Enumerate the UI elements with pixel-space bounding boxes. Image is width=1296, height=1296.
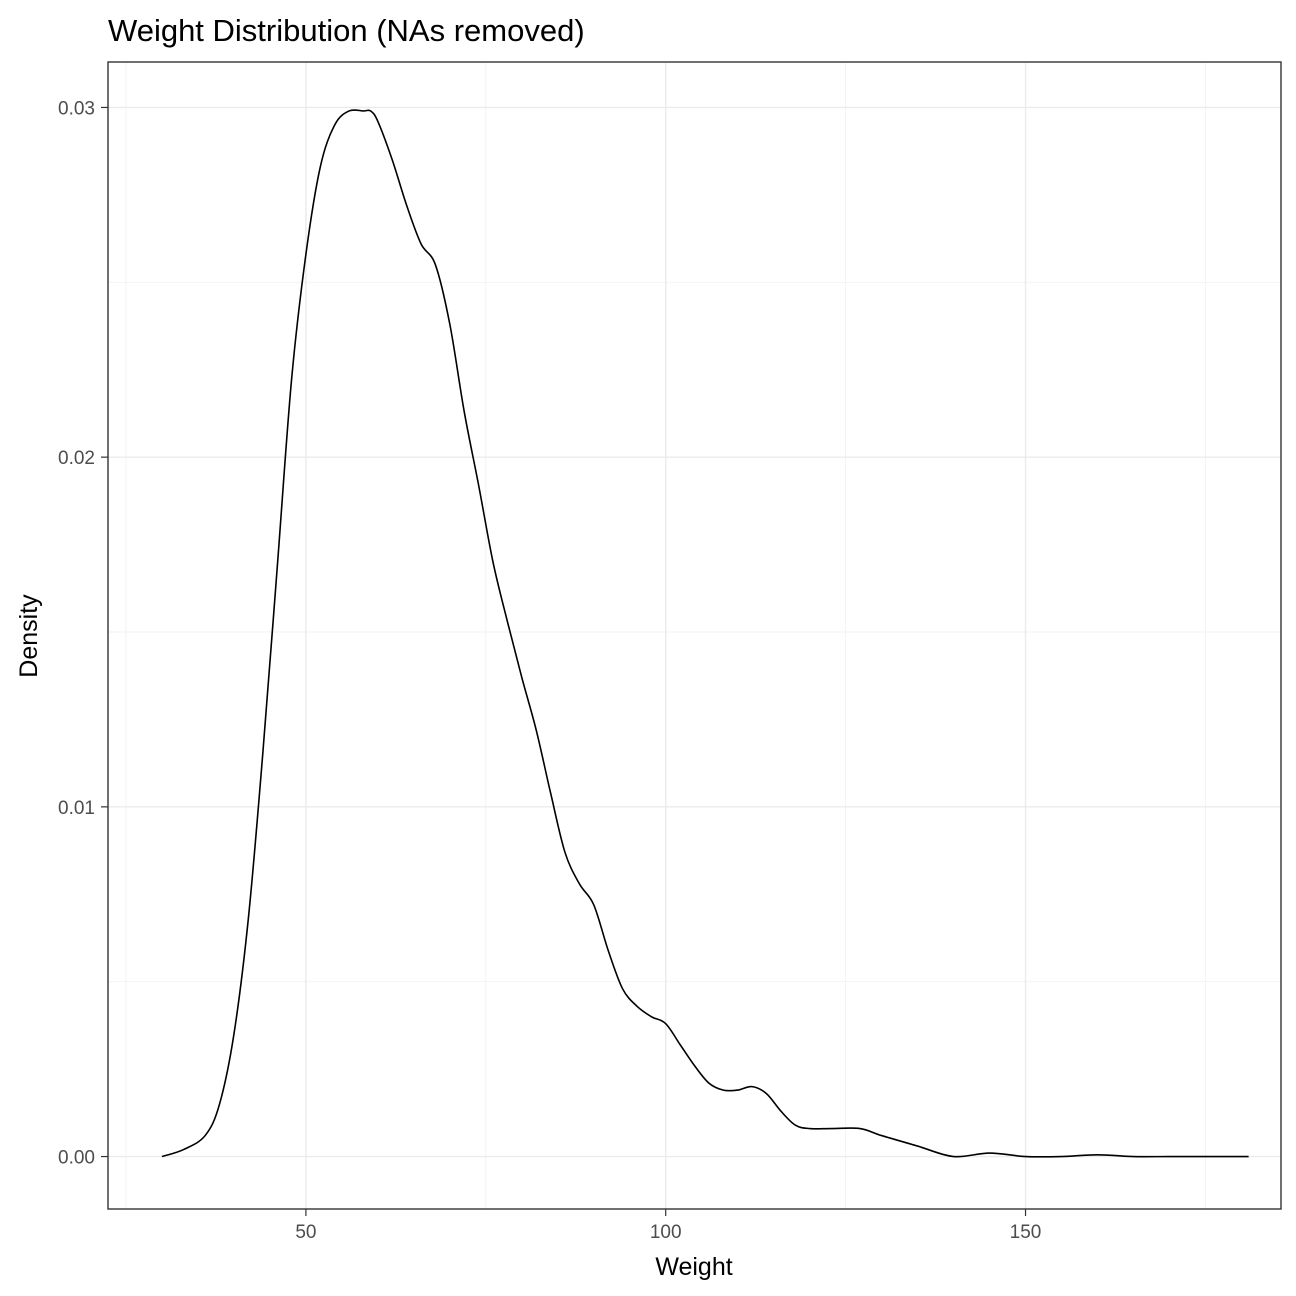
x-axis-ticks: 50 100 150 — [295, 1209, 1041, 1243]
major-gridlines — [108, 62, 1281, 1209]
y-axis-title: Density — [15, 594, 43, 678]
plot-panel — [108, 62, 1281, 1209]
x-axis-title: Weight — [655, 1253, 732, 1281]
y-axis-ticks: 0.00 0.01 0.02 0.03 — [58, 98, 108, 1169]
y-tick-label: 0.00 — [58, 1148, 95, 1169]
chart-title: Weight Distribution (NAs removed) — [108, 13, 585, 48]
y-tick-label: 0.03 — [58, 98, 95, 119]
y-tick-label: 0.01 — [58, 798, 95, 819]
x-tick-label: 100 — [650, 1222, 682, 1243]
x-tick-label: 150 — [1010, 1222, 1042, 1243]
density-curve — [161, 109, 1249, 1158]
x-tick-label: 50 — [295, 1222, 316, 1243]
minor-gridlines — [108, 62, 1281, 1209]
y-tick-label: 0.02 — [58, 448, 95, 469]
plot-border — [107, 61, 1282, 1210]
